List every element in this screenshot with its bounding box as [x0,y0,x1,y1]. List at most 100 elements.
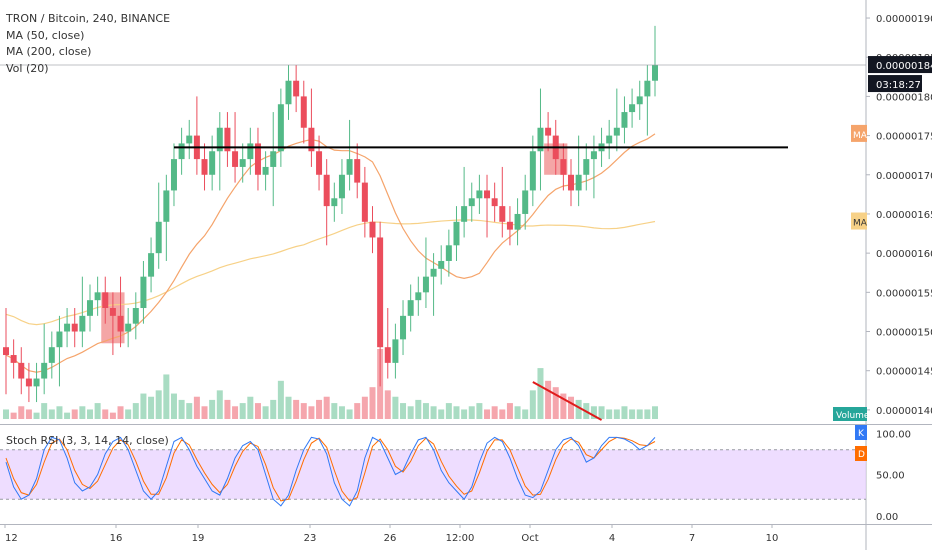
candle-body [140,276,147,309]
volume-bar [155,390,162,419]
ma50-badge [851,124,867,142]
volume-bar [308,406,315,419]
volume-bar [575,399,582,419]
candle-body [338,174,345,199]
volume-bar [64,412,71,419]
candle-body [277,104,284,152]
volume-bar [453,406,460,419]
candle-body [468,198,475,207]
volume-bar [621,406,628,419]
candle-body [71,323,78,332]
price-tick-label: 0.00000180 [876,92,932,103]
candle-body [461,206,468,222]
stoch-d-line [5,436,656,502]
candle-body [590,151,597,160]
ma50-badge-label: MA [853,131,868,141]
volume-bar [613,409,620,419]
volume-bar [560,393,567,419]
ma50-line [5,133,656,373]
time-tick-label: 7 [689,533,695,544]
candle-body [621,112,628,128]
candle-body [384,347,391,363]
volume-bar [71,409,78,419]
candle-body [331,198,338,207]
candle-body [583,159,590,175]
candle-body [270,151,277,167]
volume-bar [331,403,338,419]
volume-bar [316,399,323,419]
stoch-k-line [5,436,656,507]
candle-body [629,104,636,113]
candle-body [117,315,124,332]
volume-bar [545,380,552,419]
volume-bar [361,396,368,419]
time-tick-label: 26 [384,533,397,544]
volume-bar [132,403,139,419]
volume-bar [10,412,17,419]
price-tick-label: 0.00000155 [876,288,932,299]
candle-body [232,151,239,167]
volume-bar [506,403,513,419]
rsi-band [0,449,866,500]
candle-body [613,127,620,136]
last-price-label: 0.00000184 [876,61,932,72]
candle-body [247,143,254,160]
time-tick-label: 16 [110,533,123,544]
volume-badge-label: Volume [836,411,870,421]
volume-bar [293,399,300,419]
candle-body [155,221,162,254]
candle-body [369,221,376,238]
candle-body [94,292,101,301]
volume-bar [254,403,261,419]
candle-body [79,315,86,332]
candle-body [606,135,613,144]
volume-bar [499,409,506,419]
candle-body [361,182,368,222]
volume-bar [468,406,475,419]
volume-bar [25,409,32,419]
candle-body [484,190,491,199]
last-price-tag [868,56,932,74]
volume-bar [18,406,25,419]
candle-body [224,127,231,152]
chart-legend: TRON / Bitcoin, 240, BINANCE MA (50, clo… [6,11,170,77]
time-tick-label: 19 [192,533,205,544]
candle-body [125,323,132,332]
candle-body [568,174,575,191]
stoch-rsi-legend: Stoch RSI (3, 3, 14, 14, close) [6,434,169,447]
volume-bar [629,409,636,419]
volume-bar [644,409,651,419]
volume-bar [224,399,231,419]
volume-bar [193,396,200,419]
price-tick-label: 0.00000150 [876,328,932,339]
volume-bar [33,412,40,419]
volume-bar [216,390,223,419]
volume-bar [300,403,307,419]
candle-body [132,308,139,324]
volume-bar [109,412,116,419]
volume-bar [438,409,445,419]
volume-bar [407,406,414,419]
candle-body [575,174,582,191]
volume-bar [102,409,109,419]
price-tick-label: 0.00000140 [876,406,932,417]
d-badge-label: D [858,450,865,460]
candle-body [537,127,544,152]
candle-body [499,206,506,222]
volume-bar [491,406,498,419]
candle-body [178,143,185,160]
candle-body [506,221,513,230]
time-tick-label: Oct [521,533,538,544]
volume-bar [415,399,422,419]
candle-body [354,159,361,183]
candle-body [400,315,407,340]
volume-bar [285,396,292,419]
volume-bar [56,406,63,419]
d-badge [855,446,867,461]
price-tick-label: 0.00000170 [876,171,932,182]
candle-body [163,190,170,222]
candle-body [86,300,93,316]
candle-body [636,96,643,105]
volume-bar [94,403,101,419]
